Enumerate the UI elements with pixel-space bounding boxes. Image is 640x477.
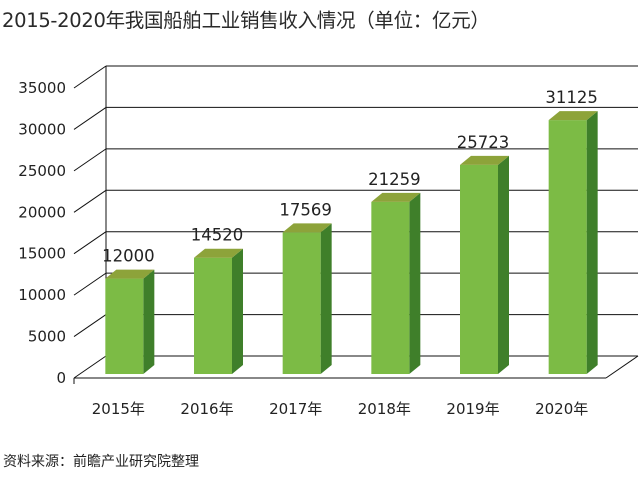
gridline-diagonal (73, 107, 107, 130)
data-label: 31125 (545, 88, 598, 107)
x-tick-label: 2020年 (535, 400, 588, 418)
bar-side (232, 248, 243, 374)
bar-side (586, 111, 598, 374)
y-tick-label: 25000 (18, 162, 66, 180)
gridline-diagonal (73, 65, 107, 89)
x-tick-label: 2019年 (446, 400, 499, 418)
y-tick-label: 5000 (28, 328, 66, 346)
chart-title: 2015-2020年我国船舶工业销售收入情况（单位：亿元） (2, 9, 490, 32)
bar-top (371, 192, 421, 202)
data-label: 21259 (368, 170, 421, 189)
bar (548, 120, 587, 374)
source-note: 资料来源：前瞻产业研究院整理 (3, 454, 199, 470)
gridline-diagonal (73, 355, 107, 379)
y-tick-label: 0 (56, 369, 66, 387)
floor-right-edge (605, 355, 639, 379)
x-tick-label: 2018年 (358, 400, 411, 418)
bar-top (548, 111, 598, 121)
gridline-diagonal (73, 231, 107, 255)
x-tick-label: 2016年 (180, 400, 233, 418)
data-label: 14520 (191, 226, 244, 245)
y-tick-label: 20000 (18, 203, 66, 221)
bar-top (105, 269, 155, 279)
bar-side (409, 192, 421, 374)
bar-top (282, 223, 332, 233)
x-tick-label: 2017年 (269, 400, 322, 418)
y-tick-label: 35000 (18, 79, 66, 97)
bar (371, 201, 410, 374)
y-tick-label: 10000 (18, 286, 66, 304)
y-tick-label: 15000 (18, 245, 66, 263)
data-label: 25723 (457, 133, 510, 152)
bar (282, 232, 321, 374)
gridline-diagonal (73, 314, 107, 337)
y-tick-label: 30000 (18, 120, 66, 138)
data-label: 12000 (102, 247, 155, 266)
bar-side (143, 269, 155, 374)
bar (105, 278, 144, 374)
bar (460, 164, 498, 374)
bar-side (320, 223, 332, 374)
bar (194, 257, 232, 374)
gridline-diagonal (73, 189, 107, 213)
bar-top (194, 248, 243, 258)
x-tick-label: 2015年 (92, 400, 145, 418)
gridline-diagonal (73, 272, 107, 296)
data-label: 17569 (279, 200, 332, 219)
bar-top (460, 155, 509, 165)
gridline-diagonal (73, 148, 107, 172)
bar-side (498, 155, 509, 374)
